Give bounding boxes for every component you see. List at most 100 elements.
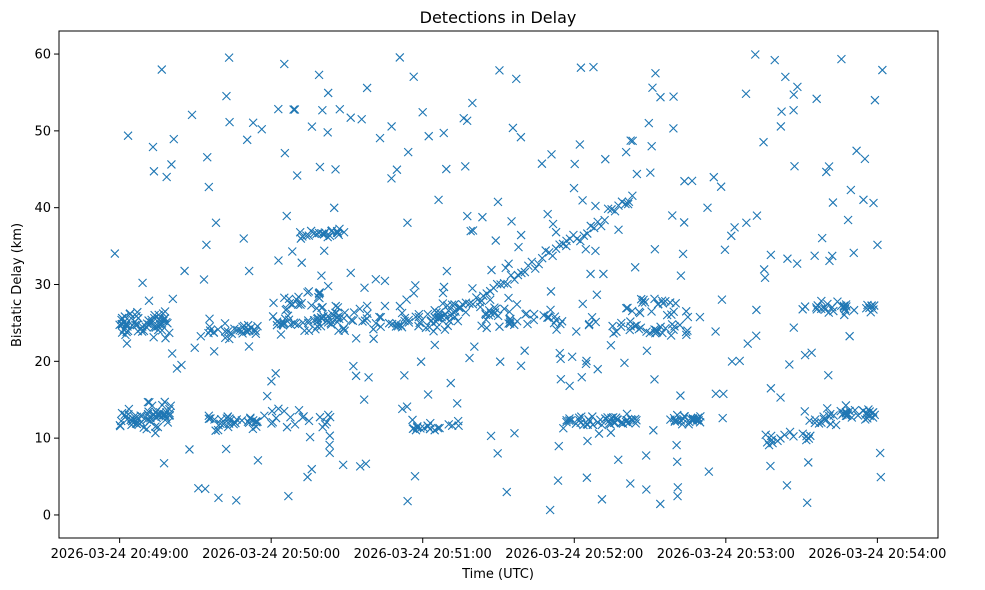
detection-point <box>656 322 665 332</box>
detection-point <box>289 105 299 114</box>
detection-point <box>297 258 307 268</box>
detection-point <box>656 92 665 102</box>
detection-point <box>870 410 880 420</box>
detection-point <box>138 278 147 288</box>
detection-point <box>861 303 871 313</box>
detection-point <box>376 322 386 332</box>
detection-point <box>396 321 406 330</box>
detection-point <box>509 320 519 330</box>
detection-point <box>681 330 691 340</box>
detection-point <box>205 326 215 335</box>
detection-point <box>574 416 584 425</box>
detection-point <box>865 407 875 416</box>
detection-point <box>424 131 434 141</box>
detection-point <box>423 309 433 319</box>
detection-point <box>841 411 851 421</box>
detection-point <box>243 320 253 330</box>
y-tick-label: 30 <box>34 278 51 293</box>
detection-point <box>296 234 306 243</box>
detection-point <box>384 318 394 328</box>
detection-point <box>594 429 604 438</box>
detection-point <box>577 372 587 382</box>
detection-point <box>271 368 281 378</box>
detection-point <box>608 413 618 422</box>
detection-point <box>443 321 453 331</box>
detection-point <box>831 420 841 430</box>
detection-point <box>453 416 463 426</box>
detection-point <box>314 289 324 299</box>
detection-point <box>410 280 420 290</box>
detection-point <box>514 242 523 252</box>
detection-point <box>158 316 168 326</box>
detection-point <box>117 313 127 323</box>
detection-point <box>331 164 340 174</box>
detection-point <box>670 416 680 425</box>
detection-point <box>478 212 487 222</box>
detection-point <box>687 176 697 186</box>
detection-point <box>506 270 516 280</box>
detection-point <box>612 327 621 337</box>
detection-point <box>148 142 158 152</box>
detection-point <box>315 162 325 172</box>
detection-point <box>447 300 457 310</box>
detection-point <box>752 211 762 221</box>
detection-point <box>224 53 234 62</box>
x-tick-label: 2026-03-24 20:50:00 <box>202 547 340 562</box>
detection-point <box>403 496 412 506</box>
detection-point <box>462 211 472 221</box>
detection-point <box>137 322 147 331</box>
detection-point <box>158 309 168 318</box>
detection-point <box>323 410 333 420</box>
detection-point <box>826 419 836 429</box>
detection-point <box>293 300 303 309</box>
detection-point <box>621 147 631 157</box>
detection-point <box>313 316 322 326</box>
detection-point <box>661 323 670 333</box>
detection-point <box>304 326 314 336</box>
detection-point <box>495 357 505 367</box>
detection-point <box>667 211 677 220</box>
detection-point <box>651 68 660 78</box>
detection-point <box>741 89 751 99</box>
detection-point <box>214 493 223 503</box>
detection-point <box>260 411 269 421</box>
detection-point <box>634 324 644 334</box>
detection-point <box>279 59 289 69</box>
detection-point <box>495 322 504 332</box>
detection-point <box>253 321 262 331</box>
detection-point <box>125 309 135 319</box>
detection-point <box>130 320 140 330</box>
detection-point <box>825 256 834 266</box>
detection-point <box>803 458 813 467</box>
detection-point <box>314 70 324 80</box>
detection-point <box>589 62 598 72</box>
detection-point <box>627 191 637 201</box>
detection-point <box>440 325 450 334</box>
detection-point <box>257 124 267 134</box>
detection-point <box>690 414 700 424</box>
detection-point <box>251 417 261 426</box>
y-axis: 0 10 20 30 40 50 60 <box>34 48 59 523</box>
detection-point <box>244 342 254 351</box>
detection-point <box>486 309 496 318</box>
detection-point <box>242 135 252 145</box>
detection-point <box>586 269 595 279</box>
detection-point <box>290 419 300 429</box>
detection-point <box>404 315 414 325</box>
detection-point <box>576 63 586 73</box>
detection-point <box>790 161 799 171</box>
detection-point <box>444 316 454 326</box>
detection-point <box>223 412 233 421</box>
detection-point <box>660 296 670 306</box>
detection-point <box>110 249 120 258</box>
detection-point <box>616 418 626 428</box>
detection-point <box>122 414 132 424</box>
detection-point <box>211 426 221 436</box>
detection-point <box>193 483 203 493</box>
detection-point <box>459 113 469 123</box>
detection-point <box>426 316 436 325</box>
detection-point <box>750 50 760 59</box>
detection-point <box>371 318 381 328</box>
detection-point <box>360 283 369 293</box>
detection-point <box>312 303 322 313</box>
